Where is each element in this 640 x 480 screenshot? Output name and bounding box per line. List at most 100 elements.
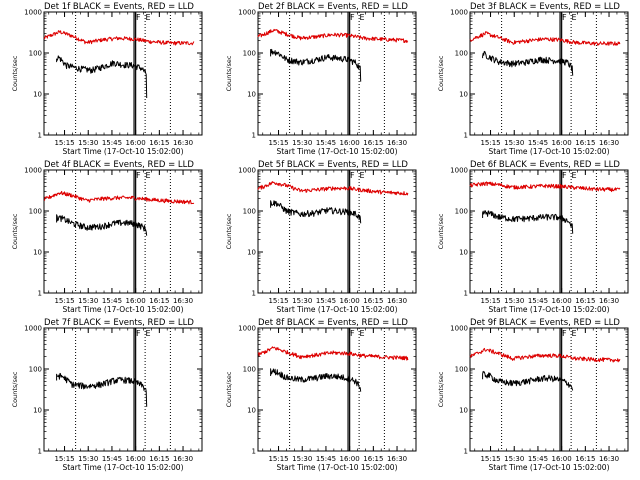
y-tick-label: 1	[252, 448, 256, 456]
x-axis-label: Start Time (17-Oct-10 15:02:00)	[276, 305, 397, 314]
panel-title: Det 9f BLACK = Events, RED = LLD	[470, 318, 620, 328]
x-tick-label: 16:00	[126, 297, 146, 305]
panel-5: Det 5f BLACK = Events, RED = LLD 1 10 100 10…	[225, 160, 417, 314]
x-tick-label: 15:15	[480, 297, 500, 305]
x-tick-label: 15:30	[292, 139, 312, 147]
y-tick-label: 1000	[238, 325, 256, 333]
y-tick-label: 1000	[450, 167, 468, 175]
events-series	[270, 200, 362, 224]
x-tick-label: 15:45	[528, 297, 548, 305]
y-axis-label: Counts/sec	[225, 55, 233, 91]
panel-9: Det 9f BLACK = Events, RED = LLD 1 10 100 10…	[437, 318, 629, 472]
y-tick-label: 1	[252, 132, 256, 140]
y-tick-label: 1	[464, 448, 468, 456]
x-tick-label: 15:45	[528, 455, 548, 463]
y-tick-label: 10	[33, 91, 42, 99]
x-tick-label: 16:00	[340, 455, 360, 463]
plot-frame	[469, 327, 629, 452]
lld-series	[469, 347, 621, 363]
y-tick-label: 100	[455, 208, 468, 216]
x-tick-label: 16:30	[173, 297, 193, 305]
x-tick-label: 16:15	[149, 297, 169, 305]
x-tick-label: 16:15	[575, 139, 595, 147]
x-tick-label: 16:30	[599, 297, 619, 305]
y-tick-label: 10	[247, 91, 256, 99]
x-tick-label: 16:30	[387, 455, 407, 463]
plot-frame	[469, 11, 629, 136]
x-tick-label: 15:45	[316, 297, 336, 305]
x-tick-label: 15:30	[78, 297, 98, 305]
marker-label-e: E	[572, 171, 577, 180]
marker-label-e: E	[360, 329, 365, 338]
x-tick-label: 16:15	[363, 139, 383, 147]
events-series	[482, 370, 574, 391]
y-tick-label: 1	[464, 132, 468, 140]
plot-frame	[43, 11, 203, 136]
y-tick-label: 1000	[24, 9, 42, 17]
x-tick-label: 15:30	[292, 297, 312, 305]
marker-label-e: E	[360, 171, 365, 180]
x-tick-label: 15:15	[54, 455, 74, 463]
y-tick-label: 1000	[24, 325, 42, 333]
x-tick-label: 16:00	[126, 455, 146, 463]
x-axis-label: Start Time (17-Oct-10 15:02:00)	[488, 463, 609, 472]
y-tick-label: 100	[243, 50, 256, 58]
marker-label-f: F	[350, 171, 355, 180]
y-tick-label: 10	[247, 407, 256, 415]
marker-label-e: E	[146, 329, 151, 338]
marker-label-f: F	[562, 13, 567, 22]
x-tick-label: 16:00	[552, 139, 572, 147]
y-tick-label: 10	[33, 407, 42, 415]
panel-title: Det 1f BLACK = Events, RED = LLD	[44, 2, 194, 12]
x-tick-label: 15:15	[268, 139, 288, 147]
x-tick-label: 16:00	[340, 297, 360, 305]
y-tick-label: 10	[247, 249, 256, 257]
lld-series	[469, 31, 621, 46]
y-axis-label: Counts/sec	[11, 55, 19, 91]
marker-label-f: F	[136, 171, 141, 180]
x-tick-label: 16:30	[599, 139, 619, 147]
marker-label-f: F	[136, 329, 141, 338]
y-tick-label: 100	[29, 50, 42, 58]
x-tick-label: 16:00	[126, 139, 146, 147]
x-tick-label: 15:15	[54, 139, 74, 147]
x-tick-label: 16:30	[599, 455, 619, 463]
y-axis-label: Counts/sec	[11, 371, 19, 407]
y-tick-label: 1	[252, 290, 256, 298]
y-tick-label: 10	[459, 249, 468, 257]
plot-frame	[257, 327, 417, 452]
marker-label-e: E	[146, 13, 151, 22]
x-tick-label: 16:30	[173, 455, 193, 463]
plot-frame	[469, 169, 629, 294]
x-tick-label: 16:00	[340, 139, 360, 147]
panel-3: Det 3f BLACK = Events, RED = LLD 1 10 100 10…	[437, 2, 629, 156]
lld-series	[43, 190, 195, 205]
x-tick-label: 15:45	[316, 139, 336, 147]
x-tick-label: 15:30	[78, 455, 98, 463]
x-tick-label: 16:15	[363, 297, 383, 305]
x-tick-label: 16:00	[552, 455, 572, 463]
x-tick-label: 16:30	[387, 297, 407, 305]
x-tick-label: 16:15	[149, 139, 169, 147]
panel-7: Det 7f BLACK = Events, RED = LLD 1 10 100 10…	[11, 318, 203, 472]
x-axis-label: Start Time (17-Oct-10 15:02:00)	[488, 305, 609, 314]
lld-series	[43, 30, 195, 46]
marker-label-f: F	[562, 171, 567, 180]
y-tick-label: 10	[33, 249, 42, 257]
y-tick-label: 1000	[450, 9, 468, 17]
x-tick-label: 16:15	[575, 455, 595, 463]
y-tick-label: 100	[243, 208, 256, 216]
x-axis-label: Start Time (17-Oct-10 15:02:00)	[276, 463, 397, 472]
x-tick-label: 16:30	[173, 139, 193, 147]
y-tick-label: 100	[455, 366, 468, 374]
events-series	[482, 50, 574, 76]
events-series	[56, 372, 148, 407]
marker-label-e: E	[360, 13, 365, 22]
marker-label-f: F	[136, 13, 141, 22]
y-tick-label: 10	[459, 407, 468, 415]
marker-label-e: E	[572, 13, 577, 22]
panel-title: Det 3f BLACK = Events, RED = LLD	[470, 2, 620, 12]
lld-series	[257, 181, 409, 196]
y-axis-label: Counts/sec	[437, 371, 445, 407]
